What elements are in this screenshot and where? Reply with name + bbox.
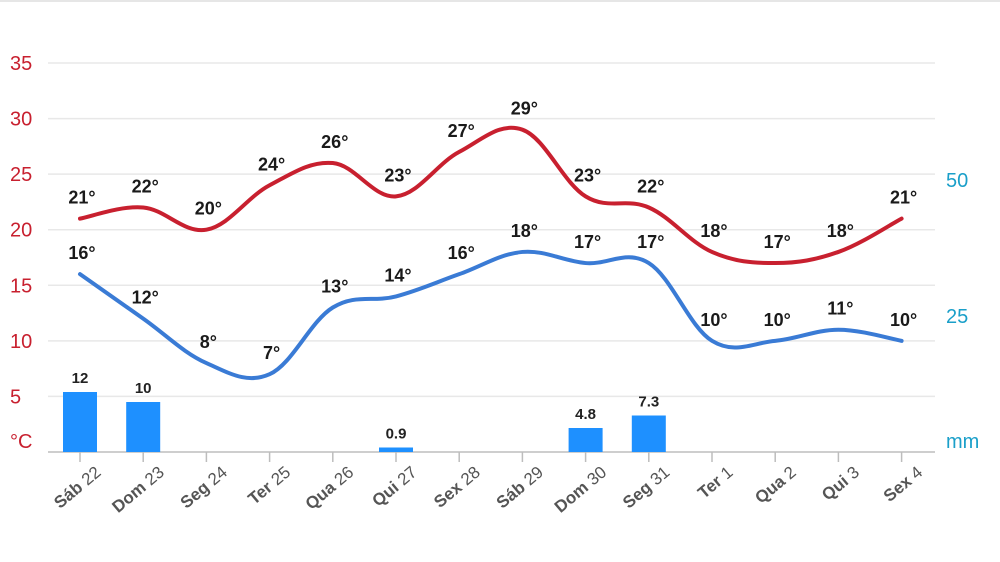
temp-label-max: 29° (511, 99, 538, 119)
temp-label-min: 11° (827, 299, 853, 319)
temp-label-max: 17° (764, 232, 791, 252)
x-tick-label: Qua 26 (302, 463, 358, 514)
precip-bar (379, 447, 413, 452)
precip-bar (126, 402, 161, 452)
temp-label-min: 8° (200, 332, 217, 352)
x-tick-label: Sex 28 (430, 463, 484, 512)
temp-label-max: 22° (132, 176, 159, 196)
temp-label-max: 24° (258, 154, 285, 174)
x-tick-label: Sáb 22 (50, 463, 104, 513)
temp-label-max: 26° (321, 132, 348, 152)
x-tick-label: Sáb 29 (493, 463, 547, 513)
y-tick-label: 10 (10, 331, 32, 353)
temp-label-min: 14° (384, 265, 411, 285)
y-right-tick-label: 25 (946, 306, 968, 328)
y-unit-label: °C (10, 431, 32, 453)
y-tick-label: 15 (10, 275, 32, 297)
y-axis-left: 35 30 25 20 15 10 5 °C (10, 53, 32, 453)
y-tick-label: 5 (10, 386, 21, 408)
series-max: 21° 22° 20° 24° 26° 23° 27° 29° 23° 22° 18° 17° 18° 2… (68, 99, 917, 266)
temp-label-min: 18° (511, 221, 538, 241)
precip-bar (568, 428, 603, 452)
y-tick-label: 30 (10, 109, 32, 131)
y-right-unit-label: mm (946, 431, 979, 453)
temp-label-max: 18° (700, 221, 727, 241)
temp-label-max: 18° (827, 221, 854, 241)
x-tick-label: Seg 24 (177, 463, 231, 513)
temp-label-max: 20° (195, 199, 222, 219)
precip-bar (631, 415, 666, 452)
y-tick-label: 20 (10, 220, 32, 242)
temp-label-min: 13° (321, 277, 348, 297)
temp-label-min: 17° (574, 232, 601, 252)
x-tick-label: Sex 4 (880, 463, 926, 506)
temp-line-max (78, 125, 904, 266)
precip-label: 12 (72, 370, 89, 387)
x-axis: Sáb 22 Dom 23 Seg 24 Ter 25 Qua 26 Qui 27 Sex … (50, 452, 926, 517)
temp-label-max: 22° (637, 176, 664, 196)
x-tick-label: Qui 27 (369, 463, 421, 511)
temp-label-min: 16° (448, 243, 475, 263)
x-tick-label: Ter 1 (694, 463, 736, 503)
precip-label: 10 (135, 380, 152, 397)
precip-label: 4.8 (575, 406, 596, 423)
series-min: 16° 12° 8° 7° 13° 14° 16° 18° 17° 17° 10° 10° 11° 10° (68, 221, 917, 380)
temp-label-min: 10° (890, 310, 917, 330)
temp-label-min: 17° (637, 232, 664, 252)
y-tick-label: 35 (10, 53, 32, 75)
precip-bars: 12 10 0.9 4.8 7.3 (63, 370, 666, 452)
precip-label: 0.9 (386, 426, 407, 443)
temp-label-min: 12° (132, 288, 159, 308)
temp-label-max: 21° (68, 188, 95, 208)
x-tick-label: Qui 3 (818, 463, 863, 505)
temp-label-min: 7° (263, 343, 280, 363)
temp-label-min: 16° (68, 243, 95, 263)
y-right-tick-label: 50 (946, 170, 968, 192)
precip-label: 7.3 (638, 394, 659, 411)
precip-bar (63, 392, 97, 452)
temp-label-max: 23° (384, 165, 411, 185)
x-tick-label: Dom 23 (109, 463, 168, 517)
temp-label-max: 21° (890, 188, 917, 208)
top-divider (0, 0, 1000, 2)
temp-label-min: 10° (764, 310, 791, 330)
temp-label-min: 10° (700, 310, 727, 330)
temp-label-max: 23° (574, 165, 601, 185)
x-tick-label: Dom 30 (551, 463, 610, 517)
y-axis-right: 50 25 mm (946, 170, 979, 453)
temp-line-min (78, 249, 904, 380)
x-tick-label: Ter 25 (245, 463, 295, 509)
x-tick-label: Seg 31 (619, 463, 673, 513)
temp-label-max: 27° (448, 121, 475, 141)
x-tick-label: Qua 2 (751, 463, 799, 508)
y-tick-label: 25 (10, 164, 32, 186)
gridlines (48, 62, 935, 453)
